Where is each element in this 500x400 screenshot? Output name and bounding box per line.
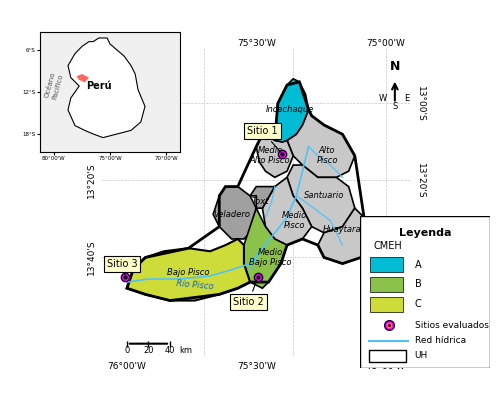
Polygon shape xyxy=(287,110,355,177)
Polygon shape xyxy=(287,165,355,233)
Polygon shape xyxy=(262,177,312,245)
Text: Medio
Bajo Pisco: Medio Bajo Pisco xyxy=(249,248,292,267)
Polygon shape xyxy=(274,79,308,142)
Text: Sitio 2: Sitio 2 xyxy=(233,280,264,307)
Text: Leyenda: Leyenda xyxy=(399,228,451,238)
Text: 76°00'W: 76°00'W xyxy=(108,39,146,48)
Text: Medio
Alto Pisco: Medio Alto Pisco xyxy=(250,146,290,166)
FancyBboxPatch shape xyxy=(370,257,403,272)
Text: Medio
Pisco: Medio Pisco xyxy=(282,211,308,230)
Text: W: W xyxy=(378,94,386,103)
Text: S: S xyxy=(392,102,398,111)
Text: Océano
Pacífico: Océano Pacífico xyxy=(44,72,64,100)
Text: Sitio 3: Sitio 3 xyxy=(107,259,138,275)
Text: Sitios evaluados: Sitios evaluados xyxy=(414,321,488,330)
Text: Toxt: Toxt xyxy=(252,198,270,206)
Text: 75°00'W: 75°00'W xyxy=(366,362,405,371)
Text: 75°30'W: 75°30'W xyxy=(237,362,276,371)
Text: Río Pisco: Río Pisco xyxy=(176,279,214,291)
Text: Veladero: Veladero xyxy=(213,210,250,219)
FancyBboxPatch shape xyxy=(360,216,490,368)
Text: C: C xyxy=(414,299,422,309)
Text: E: E xyxy=(404,94,410,103)
Text: km: km xyxy=(179,346,192,355)
Text: Huaytara: Huaytara xyxy=(323,225,362,234)
FancyBboxPatch shape xyxy=(370,277,403,292)
Text: CMEH: CMEH xyxy=(373,241,402,251)
Text: 40: 40 xyxy=(165,346,175,355)
Text: Perú: Perú xyxy=(86,81,112,91)
Polygon shape xyxy=(127,239,250,300)
Text: 13°00'S: 13°00'S xyxy=(87,86,96,121)
Text: Sitio 1: Sitio 1 xyxy=(247,126,280,152)
Text: 0: 0 xyxy=(124,346,130,355)
Text: Alto
Pisco: Alto Pisco xyxy=(316,146,338,166)
Text: 13°40'S: 13°40'S xyxy=(416,240,426,275)
Polygon shape xyxy=(250,186,274,208)
Text: 76°00'W: 76°00'W xyxy=(108,362,146,371)
Text: N: N xyxy=(390,60,400,73)
FancyBboxPatch shape xyxy=(370,296,403,312)
Text: 75°00'W: 75°00'W xyxy=(366,39,405,48)
Text: UH: UH xyxy=(414,351,428,360)
Polygon shape xyxy=(244,208,287,288)
Polygon shape xyxy=(76,74,89,82)
Text: 13°20'S: 13°20'S xyxy=(416,163,426,198)
Text: Red hídrica: Red hídrica xyxy=(414,336,466,345)
Text: Incachaque: Incachaque xyxy=(266,105,314,114)
Polygon shape xyxy=(318,208,367,264)
Text: Bajo Pisco: Bajo Pisco xyxy=(167,268,210,277)
Text: 13°40'S: 13°40'S xyxy=(87,240,96,275)
Text: 20: 20 xyxy=(143,346,154,355)
Text: A: A xyxy=(414,260,421,270)
Text: 13°20'S: 13°20'S xyxy=(87,163,96,198)
FancyBboxPatch shape xyxy=(369,350,406,362)
Text: Santuario: Santuario xyxy=(304,191,344,200)
Text: 13°00'S: 13°00'S xyxy=(416,86,426,121)
Polygon shape xyxy=(68,38,145,138)
Text: B: B xyxy=(414,279,422,290)
Polygon shape xyxy=(213,186,256,239)
Polygon shape xyxy=(256,128,293,177)
Text: 75°30'W: 75°30'W xyxy=(237,39,276,48)
